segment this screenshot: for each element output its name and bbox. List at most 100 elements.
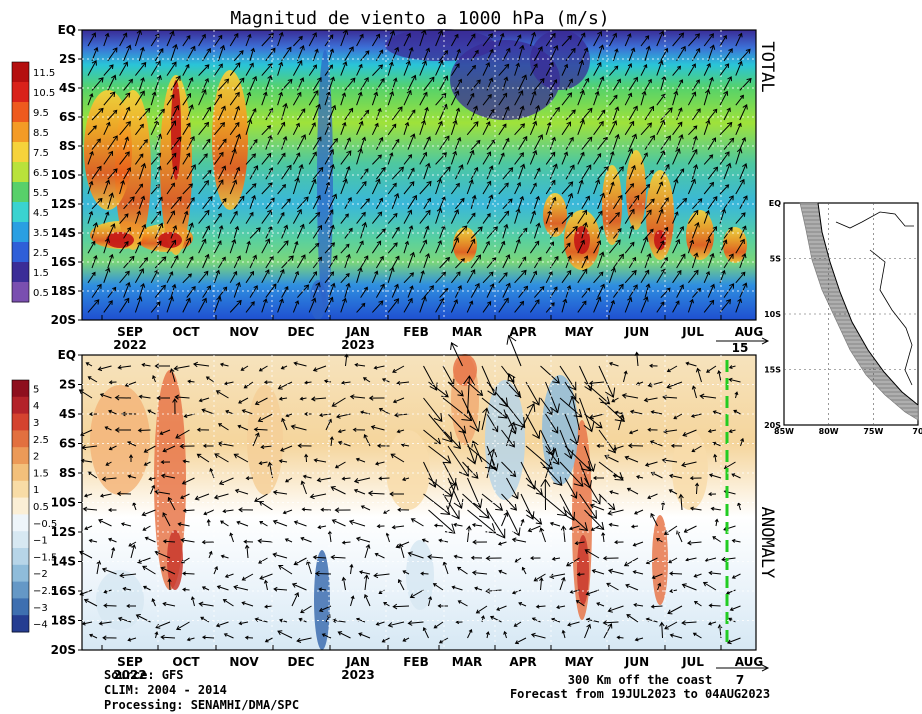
wind-vector xyxy=(713,453,718,463)
wind-vector xyxy=(549,44,559,62)
wind-vector xyxy=(87,93,94,106)
wind-vector xyxy=(98,621,112,626)
wind-vector xyxy=(666,365,678,373)
wind-vector xyxy=(703,270,710,283)
wind-vector xyxy=(470,555,483,560)
wind-vector xyxy=(344,165,351,180)
x-month-label: JAN xyxy=(345,325,370,339)
y-tick-label: 14S xyxy=(51,555,76,569)
wind-vector xyxy=(150,210,162,224)
wind-vector xyxy=(108,409,117,415)
wind-vector xyxy=(577,119,585,135)
wind-vector xyxy=(609,212,620,224)
wind-vector xyxy=(507,372,522,399)
strong-wind-area xyxy=(543,193,567,237)
wind-vector xyxy=(302,474,312,479)
wind-vector xyxy=(387,242,398,254)
wind-vector xyxy=(349,563,354,575)
wind-vector xyxy=(206,518,211,527)
wind-vector xyxy=(719,121,733,136)
wind-vector xyxy=(545,61,554,76)
wind-vector xyxy=(308,178,317,195)
wind-vector xyxy=(676,107,683,121)
wind-vector xyxy=(695,482,700,495)
wind-vector xyxy=(233,195,245,210)
wind-vector xyxy=(527,525,541,533)
wind-vector xyxy=(308,151,317,165)
wind-vector xyxy=(213,212,222,224)
wind-vector xyxy=(498,32,505,47)
wind-vector xyxy=(606,582,619,591)
wind-vector xyxy=(258,461,268,466)
wind-vector xyxy=(402,570,410,575)
wind-vector xyxy=(723,253,734,269)
wind-vector xyxy=(407,620,424,626)
wind-vector xyxy=(360,505,371,511)
colorbar-swatch xyxy=(12,514,29,532)
wind-vector xyxy=(419,239,428,254)
wind-vector xyxy=(707,196,718,210)
wind-vector xyxy=(87,240,96,254)
wind-vector xyxy=(561,121,572,136)
wind-vector xyxy=(245,91,252,106)
wind-vector xyxy=(297,443,312,449)
wind-vector xyxy=(292,300,300,313)
wind-vector xyxy=(107,168,118,180)
map-y-tick: EQ xyxy=(769,199,781,208)
wind-vector xyxy=(585,589,600,596)
wind-vector xyxy=(565,109,576,121)
wind-vector xyxy=(358,632,371,639)
wind-vector xyxy=(467,628,473,639)
colorbar-label: 2.5 xyxy=(33,248,49,259)
wind-vector xyxy=(612,133,620,150)
wind-vector xyxy=(91,138,101,150)
wind-vector xyxy=(672,32,685,47)
y-tick-label: 8S xyxy=(59,139,76,153)
wind-vector xyxy=(127,474,137,479)
wind-vector xyxy=(292,270,300,283)
colorbar-frame xyxy=(11,379,30,633)
wind-vector xyxy=(672,238,681,254)
wind-vector xyxy=(593,90,600,106)
wind-vector xyxy=(660,256,668,269)
wind-vector xyxy=(328,163,335,180)
wind-vector xyxy=(261,269,270,284)
wind-vector xyxy=(419,91,428,106)
wind-vector xyxy=(162,445,176,453)
wind-vector xyxy=(545,241,555,254)
wind-vector xyxy=(150,152,162,165)
wind-vector xyxy=(640,90,647,106)
wind-vector xyxy=(660,107,673,121)
wind-vector xyxy=(356,302,366,313)
wind-vector xyxy=(470,282,480,298)
wind-vector xyxy=(624,208,635,224)
wind-vector xyxy=(292,208,302,224)
wind-vector xyxy=(735,94,744,106)
wind-vector xyxy=(296,637,312,643)
wind-vector xyxy=(182,508,195,513)
wind-vector xyxy=(672,300,680,313)
wind-vector xyxy=(308,297,317,313)
wind-vector xyxy=(237,424,249,431)
wind-vector xyxy=(355,536,371,543)
wind-vector xyxy=(454,164,464,180)
wind-vector xyxy=(501,397,526,429)
wind-vector xyxy=(119,572,137,579)
wind-vector xyxy=(292,91,302,106)
wind-vector xyxy=(281,417,288,431)
wind-vector xyxy=(182,237,192,254)
map-gridlines xyxy=(784,203,918,425)
wind-vector xyxy=(138,162,147,180)
wind-vector xyxy=(691,163,699,180)
wind-vector xyxy=(391,166,405,180)
peak-wind-area xyxy=(106,232,134,248)
wind-vector xyxy=(257,413,273,423)
wind-vector xyxy=(375,621,385,626)
wind-vector xyxy=(328,193,338,210)
wind-vector xyxy=(397,578,405,591)
wind-vector xyxy=(564,477,578,499)
wind-vector xyxy=(285,477,293,483)
wind-vector xyxy=(372,154,382,165)
wind-vector xyxy=(170,136,182,150)
